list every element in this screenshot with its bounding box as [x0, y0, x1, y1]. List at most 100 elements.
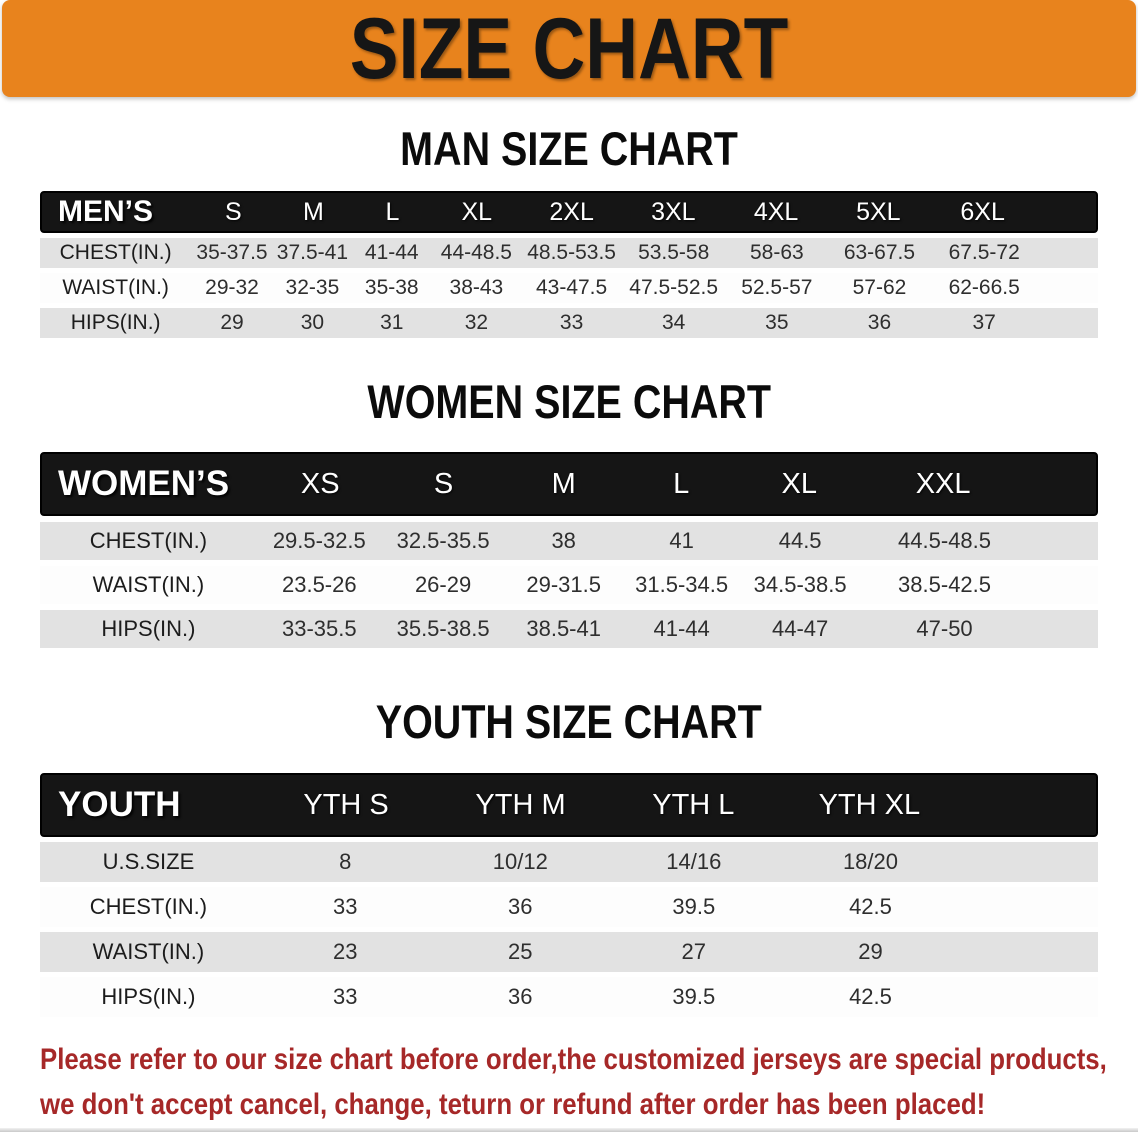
women-row-label: CHEST(IN.): [89, 528, 208, 553]
men-cell: 63-67.5: [843, 241, 916, 264]
women-cell: 35.5-38.5: [396, 616, 490, 641]
youth-row-label: HIPS(IN.): [101, 984, 196, 1009]
youth-row-0: U.S.SIZE 8 10/12 14/16 18/20: [40, 842, 1098, 882]
women-cell: 23.5-26: [281, 572, 357, 597]
youth-cell: 14/16: [666, 849, 722, 874]
men-cell: 33: [559, 311, 584, 334]
women-cell: 34.5-38.5: [753, 572, 847, 597]
section-men: MAN SIZE CHART MEN’S S M L XL 2XL 3XL 4XL 5XL 6XL C…: [0, 123, 1138, 338]
women-cell: 44-47: [771, 616, 829, 641]
women-row-label: WAIST(IN.): [92, 572, 205, 597]
youth-cell: 39.5: [672, 894, 716, 919]
youth-table-header: YOUTH YTH S YTH M YTH L YTH XL: [40, 773, 1098, 837]
men-column-header: 4XL: [753, 197, 799, 226]
men-cell: 34: [662, 311, 686, 334]
men-title-wrap: MAN SIZE CHART: [0, 123, 1138, 175]
youth-header-label: YOUTH: [58, 785, 181, 824]
men-column-header: L: [385, 197, 400, 226]
youth-cell: 33: [332, 984, 358, 1009]
youth-cell: 33: [332, 894, 358, 919]
bottom-edge-shadow: [0, 1128, 1138, 1132]
youth-column-header: YTH L: [652, 788, 735, 821]
men-row-label: WAIST(IN.): [62, 276, 169, 299]
men-cell: 29: [220, 311, 244, 334]
youth-row-label: CHEST(IN.): [89, 894, 208, 919]
women-column-header: XL: [781, 467, 817, 500]
men-cell: 37.5-41: [276, 241, 349, 264]
youth-column-header: YTH M: [475, 788, 566, 821]
youth-cell: 27: [681, 939, 707, 964]
men-row-0: CHEST(IN.) 35-37.5 37.5-41 41-44 44-48.5 48.5…: [40, 238, 1098, 268]
women-table-header: WOMEN’S XS S M L XL XXL: [40, 452, 1098, 516]
men-cell: 58-63: [749, 241, 804, 264]
men-cell: 36: [867, 311, 892, 334]
men-cell: 52.5-57: [741, 276, 813, 299]
women-row-1: WAIST(IN.) 23.5-26 26-29 29-31.5 31.5-34.5 34…: [40, 566, 1098, 604]
men-row-1: WAIST(IN.) 29-32 32-35 35-38 38-43 43-47.5 47.…: [40, 273, 1098, 303]
women-section-title: WOMEN SIZE CHART: [367, 375, 771, 428]
women-cell: 44.5-48.5: [898, 528, 992, 553]
women-row-0: CHEST(IN.) 29.5-32.5 32.5-35.5 38 41 44.5 44.5…: [40, 522, 1098, 560]
youth-row-2: WAIST(IN.) 23 25 27 29: [40, 932, 1098, 972]
youth-cell: 42.5: [849, 984, 892, 1009]
size-chart-banner: SIZE CHART: [2, 0, 1136, 97]
men-column-header: 3XL: [651, 197, 696, 226]
men-header-label: MEN’S: [58, 195, 154, 228]
youth-title-wrap: YOUTH SIZE CHART: [0, 696, 1138, 748]
youth-cell: 23: [332, 939, 358, 964]
youth-cell: 29: [858, 939, 883, 964]
women-column-header: S: [433, 467, 454, 500]
men-table-header: MEN’S S M L XL 2XL 3XL 4XL 5XL 6XL: [40, 191, 1098, 233]
women-cell: 33-35.5: [281, 616, 357, 641]
women-cell: 32.5-35.5: [396, 528, 490, 553]
men-column-header: 6XL: [960, 197, 1005, 226]
women-cell: 26-29: [414, 572, 472, 597]
youth-row-1: CHEST(IN.) 33 36 39.5 42.5: [40, 887, 1098, 927]
disclaimer: Please refer to our size chart before or…: [40, 1037, 1107, 1127]
men-cell: 57-62: [852, 276, 907, 299]
youth-cell: 18/20: [842, 849, 898, 874]
women-cell: 47-50: [916, 616, 973, 641]
youth-table: YOUTH YTH S YTH M YTH L YTH XL U.S.SIZE 8 10/12…: [40, 773, 1098, 1017]
men-table: MEN’S S M L XL 2XL 3XL 4XL 5XL 6XL CHEST(IN.) 35-37…: [40, 191, 1098, 338]
women-cell: 38.5-42.5: [898, 572, 992, 597]
men-cell: 37: [972, 311, 996, 334]
men-row-label: HIPS(IN.): [70, 311, 161, 334]
youth-row-label: WAIST(IN.): [92, 939, 205, 964]
youth-row-3: HIPS(IN.) 33 36 39.5 42.5: [40, 977, 1098, 1017]
youth-cell: 39.5: [672, 984, 716, 1009]
women-row-label: HIPS(IN.): [101, 616, 196, 641]
men-cell: 67.5-72: [948, 241, 1020, 264]
men-cell: 62-66.5: [948, 276, 1020, 299]
women-row-2: HIPS(IN.) 33-35.5 35.5-38.5 38.5-41 41-44 44-…: [40, 610, 1098, 648]
men-cell: 43-47.5: [535, 276, 608, 299]
size-chart-sections: MAN SIZE CHART MEN’S S M L XL 2XL 3XL 4XL 5XL 6XL C…: [0, 123, 1138, 1017]
men-cell: 41-44: [364, 241, 419, 264]
women-cell: 38.5-41: [526, 616, 601, 641]
women-table: WOMEN’S XS S M L XL XXL CHEST(IN.) 29.5-32.5 32.5…: [40, 452, 1098, 648]
youth-cell: 10/12: [492, 849, 548, 874]
men-cell: 53.5-58: [638, 241, 710, 264]
women-cell: 41: [669, 528, 694, 553]
men-column-header: XL: [461, 197, 493, 226]
men-cell: 35: [765, 311, 789, 334]
men-cell: 31: [380, 311, 404, 334]
women-column-header: XXL: [915, 467, 971, 500]
men-cell: 35-38: [364, 276, 419, 299]
youth-cell: 36: [508, 984, 533, 1009]
men-cell: 30: [300, 311, 325, 334]
men-row-2: HIPS(IN.) 29 30 31 32 33 34 35 36 37: [40, 308, 1098, 338]
men-section-title: MAN SIZE CHART: [400, 122, 738, 175]
banner-title: SIZE CHART: [349, 0, 789, 97]
youth-cell: 25: [508, 939, 533, 964]
men-cell: 48.5-53.5: [527, 241, 616, 264]
men-cell: 47.5-52.5: [629, 276, 719, 299]
men-row-label: CHEST(IN.): [59, 241, 172, 264]
youth-cell: 42.5: [849, 894, 892, 919]
youth-cell: 8: [339, 849, 352, 874]
women-cell: 44.5: [778, 528, 822, 553]
women-column-header: M: [551, 467, 576, 500]
women-cell: 41-44: [653, 616, 710, 641]
disclaimer-line-1: Please refer to our size chart before or…: [40, 1043, 1107, 1076]
women-title-wrap: WOMEN SIZE CHART: [0, 376, 1138, 428]
